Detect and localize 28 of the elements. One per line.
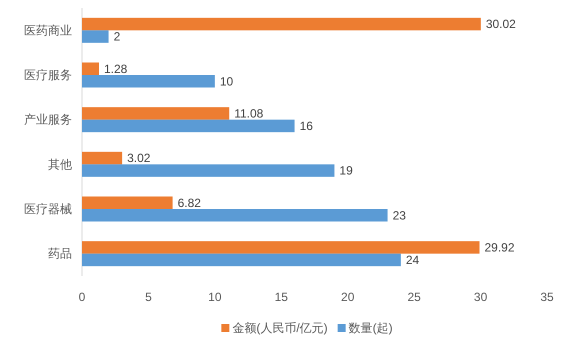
data-label: 6.82 [178, 196, 201, 210]
x-tick-label: 35 [540, 290, 554, 304]
y-tick-label: 其他 [48, 157, 72, 172]
y-tick-label: 医药商业 [24, 23, 72, 38]
data-label: 16 [300, 118, 313, 133]
data-label: 30.02 [486, 17, 516, 32]
data-label: 3.02 [127, 151, 150, 166]
data-label: 19 [339, 164, 353, 178]
x-tick-label: 30 [474, 290, 488, 304]
x-tick-label: 10 [208, 290, 222, 304]
y-tick-label: 药品 [48, 246, 72, 261]
data-label: 24 [406, 252, 420, 267]
y-tick-label: 产业服务 [24, 112, 72, 127]
x-tick-label: 25 [407, 290, 421, 304]
x-tick-label: 15 [274, 290, 288, 304]
y-tick-label: 医疗器械 [24, 202, 72, 216]
y-tick-label: 医疗服务 [24, 68, 72, 82]
data-label: 23 [392, 208, 406, 222]
data-label: 29.92 [484, 240, 515, 254]
legend-label: 金额(人民币/亿元) [232, 321, 328, 335]
legend-label: 数量(起) [348, 321, 393, 335]
x-tick-label: 0 [78, 290, 86, 304]
data-label: 1.28 [104, 62, 128, 76]
data-label: 2 [114, 30, 120, 44]
x-tick-label: 20 [341, 290, 354, 304]
data-label: 10 [220, 74, 234, 88]
data-label: 11.08 [234, 106, 264, 120]
x-tick-label: 5 [145, 290, 152, 304]
